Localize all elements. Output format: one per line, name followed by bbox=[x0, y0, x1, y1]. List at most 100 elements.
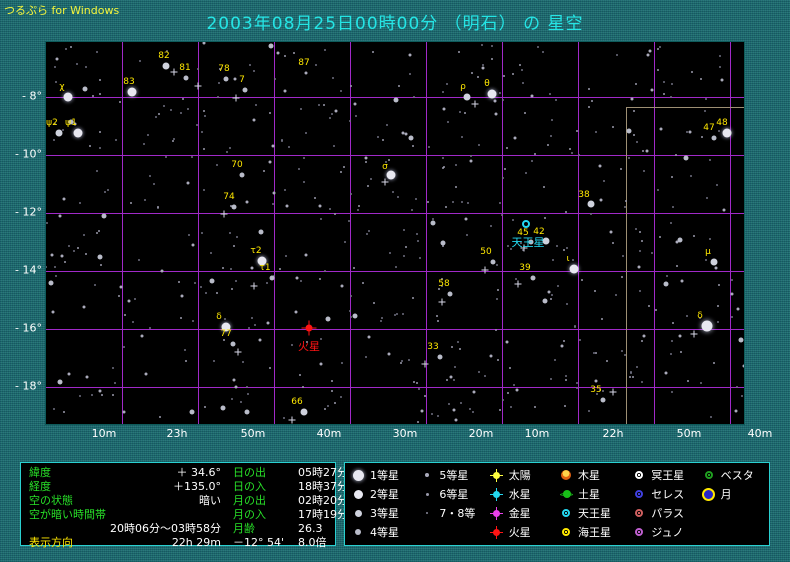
background-star bbox=[408, 53, 412, 57]
background-star bbox=[730, 292, 734, 296]
legend-column: ベスタ月 bbox=[702, 467, 769, 545]
magnitude-1-icon bbox=[351, 469, 365, 481]
named-star[interactable] bbox=[530, 275, 536, 281]
background-star bbox=[299, 373, 302, 376]
named-star[interactable] bbox=[223, 76, 229, 82]
planet-icon-outer-2 bbox=[559, 509, 573, 517]
legend-label: 火星 bbox=[508, 526, 531, 539]
named-star[interactable] bbox=[269, 275, 275, 281]
background-star bbox=[84, 66, 87, 69]
named-star[interactable] bbox=[162, 62, 170, 70]
named-star[interactable] bbox=[487, 89, 497, 99]
background-star bbox=[677, 237, 683, 243]
named-star[interactable] bbox=[600, 397, 606, 403]
legend-item: 月 bbox=[702, 486, 769, 502]
background-star bbox=[446, 83, 449, 85]
background-star bbox=[114, 381, 117, 384]
uranus-marker[interactable] bbox=[522, 220, 530, 228]
background-star bbox=[154, 116, 157, 118]
named-star[interactable] bbox=[183, 75, 189, 81]
legend-item: セレス bbox=[632, 486, 701, 502]
named-star[interactable] bbox=[528, 239, 534, 245]
background-star bbox=[441, 166, 444, 169]
magnitude-5-icon bbox=[420, 473, 434, 477]
named-star[interactable] bbox=[127, 87, 137, 97]
named-star[interactable] bbox=[463, 93, 471, 101]
named-star[interactable] bbox=[542, 237, 550, 245]
background-star bbox=[58, 214, 62, 218]
named-star[interactable] bbox=[710, 258, 718, 266]
background-star bbox=[574, 326, 577, 329]
named-star[interactable] bbox=[437, 354, 443, 360]
background-star bbox=[639, 249, 642, 252]
background-star bbox=[119, 101, 122, 104]
background-star bbox=[658, 45, 661, 48]
named-star[interactable] bbox=[231, 204, 237, 210]
background-star bbox=[417, 388, 420, 391]
background-star bbox=[549, 377, 552, 380]
background-star bbox=[482, 64, 484, 67]
background-star bbox=[323, 49, 326, 52]
named-star[interactable] bbox=[55, 129, 63, 137]
background-star bbox=[466, 233, 468, 236]
named-star[interactable] bbox=[711, 135, 717, 141]
direction-ra: 22h 29m bbox=[171, 536, 221, 549]
background-star bbox=[657, 188, 660, 191]
ra-gridline bbox=[198, 42, 199, 424]
named-star[interactable] bbox=[386, 170, 396, 180]
named-star[interactable] bbox=[587, 200, 595, 208]
background-star bbox=[466, 202, 469, 205]
background-star bbox=[78, 394, 81, 397]
legend-item: 7・8等 bbox=[420, 505, 489, 521]
background-star bbox=[579, 339, 582, 342]
background-star bbox=[69, 46, 72, 49]
info-row: 20時06分〜03時58分 月齢 26.3 bbox=[27, 522, 350, 536]
info-row: 緯度 ＋ 34.6° 日の出 05時27分 bbox=[27, 466, 350, 480]
background-star bbox=[669, 222, 672, 225]
named-star[interactable] bbox=[230, 341, 236, 347]
named-star[interactable] bbox=[490, 259, 496, 265]
background-star bbox=[265, 282, 268, 284]
named-star[interactable] bbox=[73, 128, 83, 138]
background-star bbox=[225, 151, 228, 154]
background-star bbox=[616, 54, 619, 57]
named-star[interactable] bbox=[221, 322, 231, 332]
background-star bbox=[100, 263, 103, 266]
sky-chart-panel[interactable]: 82818378787χψ2ψ1ρθ484770σλ74384542τ2τ150… bbox=[45, 41, 745, 425]
sky-chart-canvas[interactable]: 82818378787χψ2ψ1ρθ484770σλ74384542τ2τ150… bbox=[46, 42, 744, 424]
background-star bbox=[229, 267, 232, 270]
faint-star-cross bbox=[381, 178, 389, 186]
named-star[interactable] bbox=[63, 92, 73, 102]
named-star[interactable] bbox=[304, 71, 308, 75]
background-star bbox=[230, 398, 233, 401]
named-star[interactable] bbox=[300, 408, 308, 416]
named-star[interactable] bbox=[722, 128, 732, 138]
named-star[interactable] bbox=[257, 256, 267, 266]
background-star bbox=[634, 227, 637, 230]
background-star bbox=[391, 191, 394, 193]
faint-star-cross bbox=[514, 280, 522, 288]
named-star[interactable] bbox=[447, 291, 453, 297]
background-star bbox=[704, 259, 707, 262]
ra-gridline bbox=[350, 42, 351, 424]
background-star bbox=[330, 390, 333, 393]
background-star bbox=[350, 315, 353, 318]
background-star bbox=[645, 149, 649, 152]
background-star bbox=[699, 382, 702, 385]
background-star bbox=[506, 392, 509, 394]
background-star bbox=[348, 220, 350, 223]
background-star bbox=[97, 254, 103, 260]
background-star bbox=[632, 109, 635, 112]
background-star bbox=[630, 97, 634, 101]
body-icon-0 bbox=[632, 471, 646, 479]
named-star[interactable] bbox=[569, 264, 579, 274]
named-star[interactable] bbox=[701, 320, 713, 332]
background-star bbox=[210, 251, 212, 254]
background-star bbox=[459, 401, 462, 404]
background-star bbox=[82, 233, 85, 236]
mars-marker[interactable] bbox=[301, 320, 317, 336]
star-label: 33 bbox=[427, 342, 439, 352]
named-star[interactable] bbox=[239, 172, 245, 178]
ra-gridline bbox=[426, 42, 427, 424]
named-star[interactable] bbox=[242, 87, 248, 93]
